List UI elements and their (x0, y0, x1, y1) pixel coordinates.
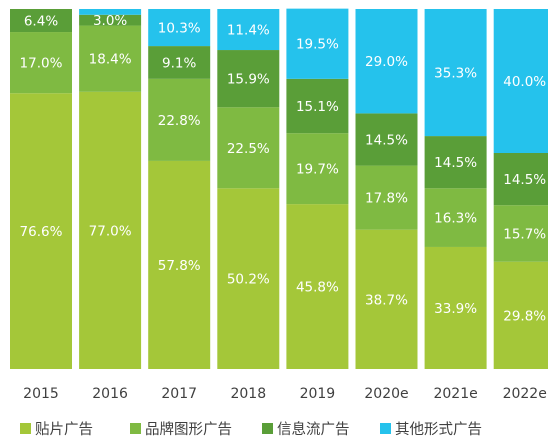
bar-2018-series-0 (217, 188, 280, 369)
legend-label-series-0: 贴片广告 (35, 421, 93, 438)
data-label-2017-series-0: 57.8% (158, 258, 201, 274)
data-label-2018-series-2: 15.9% (227, 72, 270, 88)
bar-2015-series-1 (10, 32, 72, 94)
bar-2017-series-0 (148, 160, 211, 369)
bar-2019-series-0 (286, 204, 349, 369)
x-tick-label-2016: 2016 (92, 386, 128, 402)
bar-2015-series-2 (10, 9, 72, 33)
bar-2021e-series-0 (424, 246, 487, 369)
legend-swatch-series-2 (262, 423, 273, 434)
data-label-2015-series-0: 76.6% (20, 224, 63, 240)
bar-2021e-series-1 (424, 188, 487, 247)
data-label-2021e-series-1: 16.3% (434, 211, 477, 227)
bar-2019-series-2 (286, 78, 349, 134)
data-label-2015-series-2: 6.4% (24, 14, 58, 30)
bar-2020e-series-1 (355, 165, 418, 230)
bar-2020e-series-2 (355, 113, 418, 166)
data-label-2019-series-0: 45.8% (296, 280, 339, 296)
legend-swatch-series-0 (20, 423, 31, 434)
data-label-2020e-series-2: 14.5% (365, 133, 408, 149)
legend-swatch-series-1 (130, 423, 141, 434)
x-tick-label-2019: 2019 (300, 386, 336, 402)
bar-2021e-series-2 (424, 136, 487, 189)
data-label-2016-series-0: 77.0% (89, 223, 132, 239)
data-label-2019-series-2: 15.1% (296, 99, 339, 115)
legend-label-series-1: 品牌图形广告 (145, 421, 232, 438)
bar-2017-series-3 (148, 9, 211, 47)
data-label-2020e-series-0: 38.7% (365, 292, 408, 308)
data-label-2018-series-0: 50.2% (227, 272, 270, 288)
bar-2018-series-1 (217, 107, 280, 189)
data-label-2016-series-1: 18.4% (89, 52, 132, 68)
bar-2015-series-0 (10, 93, 72, 370)
bar-2020e-series-3 (355, 9, 418, 114)
data-label-2020e-series-1: 17.8% (365, 191, 408, 207)
data-label-2018-series-3: 11.4% (227, 23, 270, 39)
data-label-2018-series-1: 22.5% (227, 141, 270, 157)
bar-2022e-series-3 (493, 9, 548, 153)
bar-2018-series-3 (217, 9, 280, 51)
data-label-2022e-series-3: 40.0% (503, 74, 546, 90)
data-label-2017-series-3: 10.3% (158, 21, 201, 37)
x-tick-label-2022e: 2022e (503, 386, 547, 402)
data-label-2017-series-2: 9.1% (162, 55, 196, 71)
legend-swatch-series-3 (380, 423, 391, 434)
data-label-2021e-series-2: 14.5% (434, 155, 477, 171)
bar-2017-series-1 (148, 78, 211, 161)
x-tick-label-2017: 2017 (161, 386, 197, 402)
data-label-2019-series-3: 19.5% (296, 37, 339, 53)
bar-2016-series-1 (79, 25, 142, 92)
bar-2018-series-2 (217, 50, 280, 108)
x-tick-label-2018: 2018 (230, 386, 266, 402)
x-tick-label-2015: 2015 (23, 386, 59, 402)
bar-2019-series-3 (286, 8, 349, 79)
legend-label-series-2: 信息流广告 (277, 421, 350, 438)
data-label-2016-series-2: 3.0% (93, 13, 127, 29)
bar-2022e-series-2 (493, 153, 548, 206)
bar-2020e-series-0 (355, 229, 418, 369)
data-label-2019-series-1: 19.7% (296, 162, 339, 178)
x-tick-label-2021e: 2021e (433, 386, 477, 402)
data-label-2021e-series-3: 35.3% (434, 66, 477, 82)
data-label-2022e-series-2: 14.5% (503, 172, 546, 188)
x-axis: 2015 2016 2017 2018 2019 2020e 2021e 2022e (23, 386, 547, 402)
bar-2016-series-2 (79, 14, 142, 26)
data-label-2017-series-1: 22.8% (158, 113, 201, 129)
data-label-2021e-series-0: 33.9% (434, 301, 477, 317)
data-label-2022e-series-1: 15.7% (503, 226, 546, 242)
data-label-2020e-series-3: 29.0% (365, 54, 408, 70)
bar-2021e-series-3 (424, 9, 487, 137)
bars-layer: 76.6% 17.0% 6.4% 77.0% 18.4% 3.0% 57.8% 22.8% 9.… (10, 8, 548, 370)
bar-2016-series-0 (79, 91, 142, 370)
bar-2022e-series-0 (493, 261, 548, 369)
bar-2016-series-3 (79, 9, 142, 15)
bar-2017-series-2 (148, 46, 211, 79)
legend-label-series-3: 其他形式广告 (395, 421, 482, 438)
bar-2019-series-1 (286, 133, 349, 205)
x-tick-label-2020e: 2020e (364, 386, 408, 402)
bar-2022e-series-1 (493, 205, 548, 262)
legend: 贴片广告 品牌图形广告 信息流广告 其他形式广告 (20, 421, 482, 438)
data-label-2022e-series-0: 29.8% (503, 308, 546, 324)
data-label-2015-series-1: 17.0% (20, 56, 63, 72)
